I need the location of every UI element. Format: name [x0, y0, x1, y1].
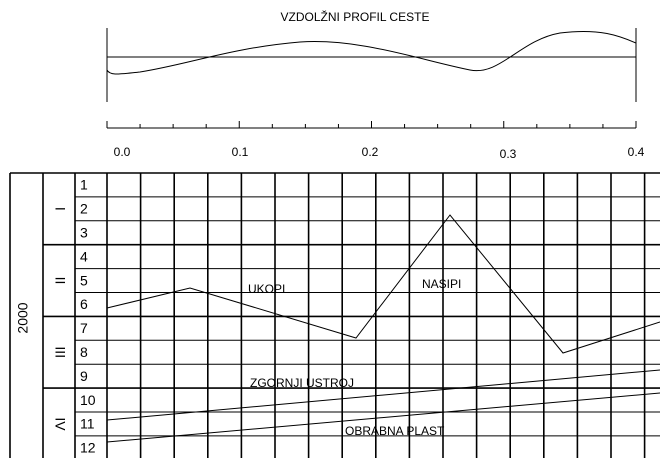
profile-line	[106, 214, 660, 354]
group-label: III	[52, 346, 68, 358]
scale-label: 0.3	[500, 147, 517, 161]
row-number: 4	[80, 248, 88, 264]
annotation: OBRABNA PLAST	[345, 424, 445, 438]
group-label: I	[52, 207, 68, 211]
scale-label: 0.0	[114, 145, 131, 159]
terrain-curve	[106, 30, 637, 75]
row-number: 5	[80, 272, 88, 288]
scale-label: 0.4	[628, 145, 645, 159]
side-label: 2000	[15, 302, 31, 333]
annotation: UKOPI	[248, 282, 285, 296]
scale-label: 0.2	[362, 145, 379, 159]
scale-label: 0.1	[232, 145, 249, 159]
row-number: 8	[80, 344, 88, 360]
row-number: 12	[80, 440, 96, 456]
group-label: IV	[52, 417, 68, 431]
row-number: 11	[80, 416, 95, 432]
annotation: ZGORNJI USTROJ	[250, 376, 354, 390]
group-label: II	[52, 277, 68, 285]
row-number: 9	[80, 368, 88, 384]
row-number: 10	[80, 392, 96, 408]
row-number: 3	[80, 224, 88, 240]
row-number: 1	[80, 177, 88, 193]
layer-line	[106, 392, 660, 443]
layer-line	[106, 369, 660, 421]
row-number: 2	[80, 201, 88, 217]
annotation: NASIPI	[422, 277, 461, 291]
row-number: 7	[80, 320, 88, 336]
title: VZDOLŽNI PROFIL CESTE	[281, 9, 430, 24]
row-number: 6	[80, 296, 88, 312]
